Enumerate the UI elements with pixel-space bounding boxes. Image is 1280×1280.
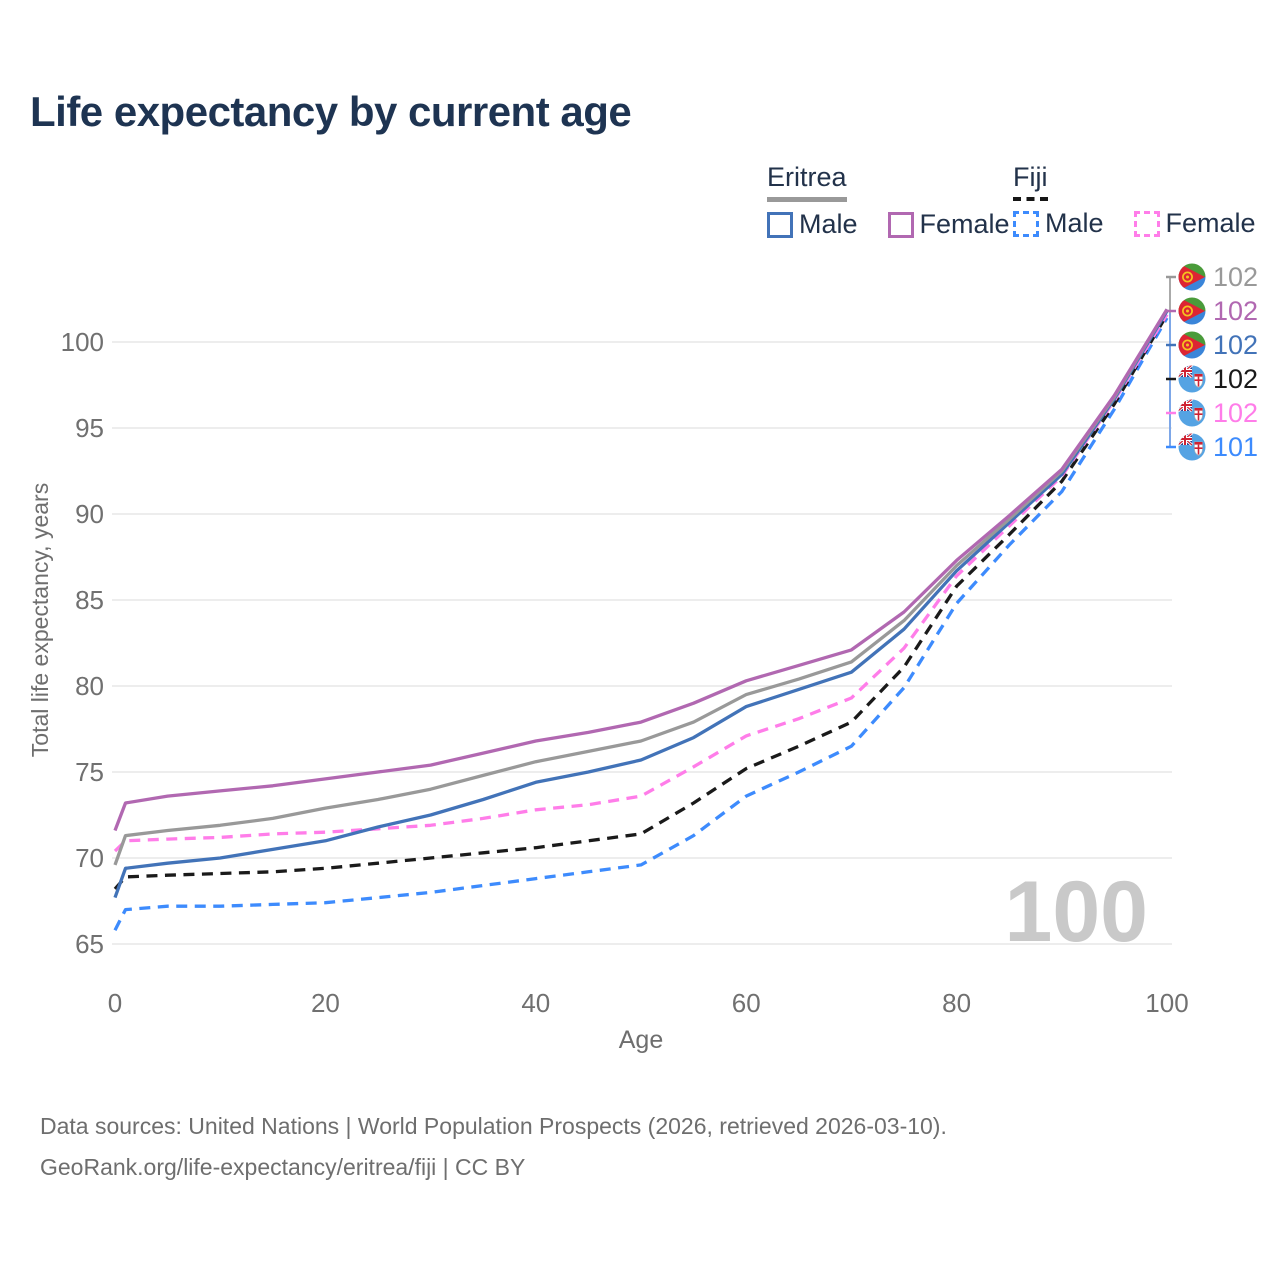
eritrea-flag-icon <box>1178 263 1206 291</box>
x-tick-label-0: 0 <box>108 988 122 1018</box>
end-label-value: 102 <box>1213 330 1259 360</box>
end-label-fiji-total: 102 <box>1178 365 1258 393</box>
fiji-flag-icon <box>1178 399 1206 427</box>
legend-item-label: Male <box>799 209 858 239</box>
legend-item-fiji-male[interactable]: Male <box>1013 208 1104 239</box>
eritrea-female-swatch-icon <box>887 211 914 238</box>
fiji-female-swatch-icon <box>1133 210 1160 237</box>
y-tick-label-90: 90 <box>75 499 104 529</box>
end-label-leader-lines <box>1166 275 1176 449</box>
fiji-male-swatch-icon <box>1013 210 1039 237</box>
end-label-value: 102 <box>1213 262 1259 292</box>
series-line-fiji-total <box>113 313 1169 891</box>
y-tick-label-100: 100 <box>61 327 104 357</box>
series-line-eritrea-total <box>113 308 1169 866</box>
y-tick-label-95: 95 <box>75 413 104 443</box>
eritrea-flag-icon <box>1178 331 1206 359</box>
legend-item-label: Male <box>1045 208 1104 238</box>
end-label-fiji-male: 101 <box>1178 433 1258 461</box>
legend-item-eritrea-female[interactable]: Female <box>887 209 1010 240</box>
legend-group-fiji: Fiji Male Female <box>1013 162 1256 239</box>
series-line-eritrea-female <box>113 308 1169 832</box>
series-line-fiji-female <box>113 313 1169 853</box>
end-label-value: 101 <box>1213 432 1259 462</box>
end-label-fiji-female: 102 <box>1178 399 1258 427</box>
legend-item-label: Female <box>919 209 1010 239</box>
attribution-line: GeoRank.org/life-expectancy/eritrea/fiji… <box>40 1154 526 1180</box>
x-tick-label-100: 100 <box>1145 988 1188 1018</box>
gridlines: 65 70 75 80 85 90 95 100 0 20 40 60 80 100 <box>61 327 1189 1018</box>
eritrea-flag-icon <box>1178 297 1206 325</box>
x-tick-label-60: 60 <box>732 988 761 1018</box>
end-label-eritrea-female: 102 <box>1178 297 1258 325</box>
age-counter-watermark: 100 <box>1005 864 1149 960</box>
eritrea-male-swatch-icon <box>767 211 793 238</box>
legend-country-fiji: Fiji <box>1013 162 1048 201</box>
fiji-flag-icon <box>1178 433 1206 461</box>
series-lines <box>113 308 1169 931</box>
data-sources-line: Data sources: United Nations | World Pop… <box>40 1113 947 1139</box>
end-label-eritrea-total: 102 <box>1178 263 1258 291</box>
y-tick-label-85: 85 <box>75 585 104 615</box>
end-label-value: 102 <box>1213 398 1259 428</box>
page-title: Life expectancy by current age <box>30 88 632 135</box>
series-line-eritrea-male <box>113 310 1169 899</box>
x-tick-label-40: 40 <box>521 988 550 1018</box>
x-tick-label-80: 80 <box>942 988 971 1018</box>
footer: Data sources: United Nations | World Pop… <box>40 1106 947 1188</box>
legend-item-label: Female <box>1165 208 1256 238</box>
series-line-fiji-male <box>113 317 1169 931</box>
fiji-flag-icon <box>1178 365 1206 393</box>
end-label-eritrea-male: 102 <box>1178 331 1258 359</box>
legend-item-eritrea-male[interactable]: Male <box>767 209 858 240</box>
end-label-value: 102 <box>1213 296 1259 326</box>
legend-country-eritrea: Eritrea <box>767 162 847 202</box>
y-tick-label-75: 75 <box>75 757 104 787</box>
line-chart: Total life expectancy, years Age 100 65 7… <box>27 275 1189 1054</box>
x-axis-title: Age <box>619 1026 663 1054</box>
y-tick-label-65: 65 <box>75 929 104 959</box>
y-tick-label-80: 80 <box>75 671 104 701</box>
legend-item-fiji-female[interactable]: Female <box>1133 208 1256 239</box>
y-axis-title: Total life expectancy, years <box>27 483 53 757</box>
y-tick-label-70: 70 <box>75 843 104 873</box>
legend-group-eritrea: Eritrea Male Female <box>767 162 1010 240</box>
end-label-value: 102 <box>1213 364 1259 394</box>
x-tick-label-20: 20 <box>311 988 340 1018</box>
